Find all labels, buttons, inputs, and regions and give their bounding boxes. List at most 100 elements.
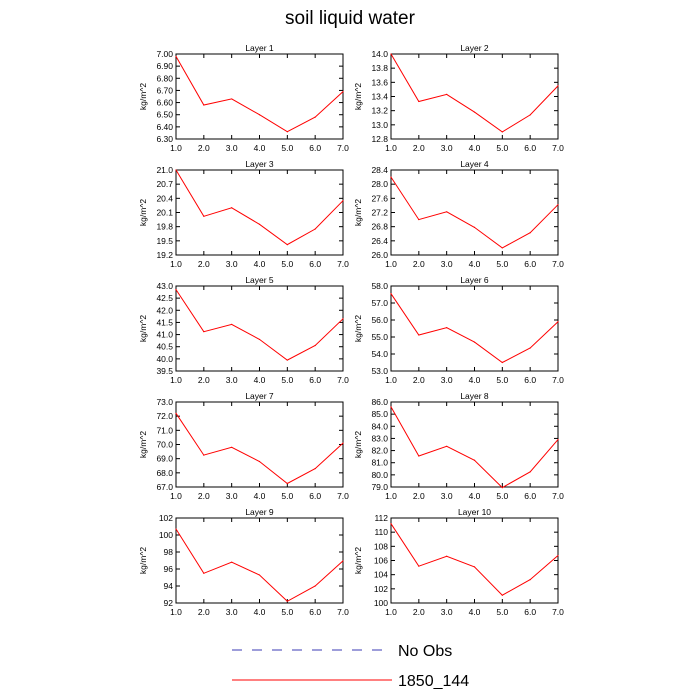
y-tick-label: 28.4 [371,165,388,175]
panel-title: Layer 6 [460,275,489,285]
y-tick-label: 19.2 [156,250,173,260]
y-axis-label: kg/m^2 [138,83,148,110]
data-point [175,289,177,291]
y-tick-label: 84.0 [371,421,388,431]
x-tick-label: 5.0 [281,491,293,501]
y-tick-label: 20.4 [156,193,173,203]
x-tick-label: 7.0 [337,607,349,617]
plot-frame [390,285,559,372]
chart-layer-4: Layer 4 kg/m^2 1.0 2.0 3.0 4.0 5.0 6.0 7.0 26.0 26… [353,159,564,269]
series-line [175,169,344,246]
y-tick-label: 102 [159,513,173,523]
data-point [342,442,344,444]
y-tick-label: 13.4 [371,92,388,102]
data-point [314,116,316,118]
x-tick-label: 1.0 [385,375,397,385]
y-tick-label: 6.60 [156,98,173,108]
x-tick-label: 7.0 [552,375,564,385]
data-point [557,321,559,323]
data-point [418,100,420,103]
y-tick-label: 57.0 [371,298,388,308]
y-tick-label: 13.0 [371,120,388,130]
y-tick-label: 7.00 [156,49,173,59]
data-point [286,359,288,361]
y-tick-label: 108 [374,541,388,551]
x-tick-label: 2.0 [198,143,210,153]
y-tick-label: 20.7 [156,179,173,189]
x-tick-label: 3.0 [441,607,453,617]
x-tick-label: 5.0 [496,143,508,153]
x-tick-label: 3.0 [441,491,453,501]
data-point [418,334,420,336]
x-tick-label: 2.0 [413,607,425,617]
y-tick-label: 12.8 [371,134,388,144]
x-tick-label: 1.0 [385,491,397,501]
chart-layer-3: Layer 3 kg/m^2 1.0 2.0 3.0 4.0 5.0 6.0 7.0 19.2 19… [138,159,349,269]
chart-layer-2: Layer 2 kg/m^2 1.0 2.0 3.0 4.0 5.0 6.0 7.0 12.8 13… [353,43,564,153]
x-tick-label: 4.0 [469,143,481,153]
x-tick-label: 4.0 [254,491,266,501]
y-tick-label: 6.70 [156,85,173,95]
y-tick-label: 6.30 [156,134,173,144]
y-tick-label: 6.40 [156,122,173,132]
x-tick-label: 7.0 [552,607,564,617]
panel-title: Layer 3 [245,159,274,169]
data-point [446,445,448,447]
y-tick-label: 68.0 [156,468,173,478]
x-tick-label: 3.0 [441,375,453,385]
panel-title: Layer 8 [460,391,489,401]
y-tick-label: 40.5 [156,342,173,352]
data-point [529,347,531,349]
chart-layer-5: Layer 5 kg/m^2 1.0 2.0 3.0 4.0 5.0 6.0 7.0 39.5 40… [138,275,349,385]
y-tick-label: 26.4 [371,236,388,246]
x-tick-label: 1.0 [170,491,182,501]
x-tick-label: 5.0 [496,375,508,385]
data-point [258,460,261,463]
y-tick-label: 27.6 [371,193,388,203]
data-point [529,232,531,234]
y-tick-label: 26.8 [371,222,388,232]
data-point [418,565,420,567]
y-tick-label: 104 [374,570,388,580]
y-tick-label: 40.0 [156,354,173,364]
chart-layer-7: Layer 7 kg/m^2 1.0 2.0 3.0 4.0 5.0 6.0 7.0 67.0 68… [138,391,349,501]
data-point [175,528,177,530]
x-tick-label: 3.0 [226,143,238,153]
x-tick-label: 4.0 [254,607,266,617]
x-tick-label: 3.0 [226,607,238,617]
data-point [557,554,559,557]
y-tick-label: 72.0 [156,411,173,421]
data-point [342,200,344,202]
data-point [203,331,205,333]
chart-layer-10: Layer 10 kg/m^2 1.0 2.0 3.0 4.0 5.0 6.0 7.0 100 10… [353,507,564,617]
data-point [286,482,288,485]
x-tick-label: 3.0 [226,491,238,501]
y-axis-label: kg/m^2 [353,547,363,574]
data-point [473,226,476,228]
x-tick-label: 6.0 [309,259,321,269]
data-point [529,579,531,581]
data-point [342,91,344,93]
y-tick-label: 53.0 [371,366,388,376]
x-tick-label: 7.0 [337,259,349,269]
data-point [286,244,288,246]
x-tick-label: 4.0 [469,259,481,269]
y-tick-label: 67.0 [156,482,173,492]
series-line [390,53,559,133]
x-tick-label: 1.0 [170,607,182,617]
x-tick-label: 7.0 [552,143,564,153]
x-tick-label: 7.0 [337,491,349,501]
y-tick-label: 112 [374,513,388,523]
x-tick-label: 2.0 [413,375,425,385]
y-axis-label: kg/m^2 [353,431,363,458]
y-axis-label: kg/m^2 [353,199,363,226]
y-tick-label: 43.0 [156,281,173,291]
y-tick-label: 82.0 [371,446,388,456]
series-line [390,293,559,364]
plot-frame [175,401,344,488]
x-tick-label: 3.0 [226,375,238,385]
data-point [390,523,392,525]
x-tick-label: 5.0 [281,375,293,385]
y-tick-label: 70.0 [156,440,173,450]
